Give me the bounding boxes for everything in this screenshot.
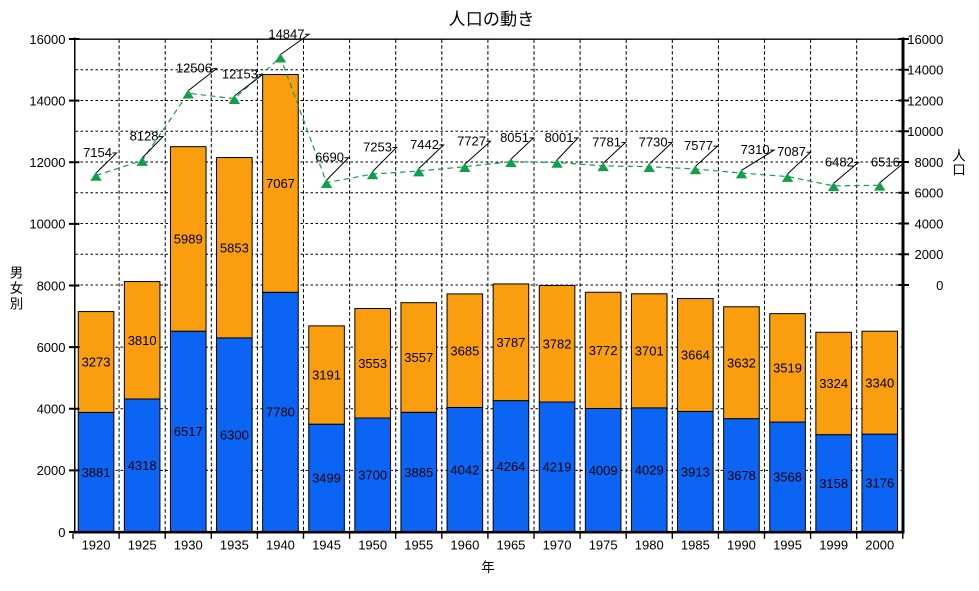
svg-text:10000: 10000 (29, 217, 65, 232)
svg-text:1950: 1950 (358, 538, 387, 553)
svg-text:7780: 7780 (266, 405, 295, 420)
svg-text:3678: 3678 (727, 468, 756, 483)
svg-text:1960: 1960 (450, 538, 479, 553)
svg-text:4318: 4318 (128, 458, 157, 473)
svg-text:7067: 7067 (266, 176, 295, 191)
svg-text:3701: 3701 (635, 343, 664, 358)
svg-text:0: 0 (58, 525, 65, 540)
svg-text:7727: 7727 (457, 133, 486, 148)
svg-text:1930: 1930 (174, 538, 203, 553)
svg-text:4264: 4264 (496, 459, 525, 474)
svg-text:4000: 4000 (914, 216, 943, 231)
svg-text:6300: 6300 (220, 428, 249, 443)
svg-text:8000: 8000 (914, 155, 943, 170)
svg-text:3519: 3519 (773, 360, 802, 375)
svg-text:1975: 1975 (589, 538, 618, 553)
svg-text:1999: 1999 (819, 538, 848, 553)
svg-text:1940: 1940 (266, 538, 295, 553)
svg-text:1995: 1995 (773, 538, 802, 553)
svg-text:6517: 6517 (174, 424, 203, 439)
svg-text:2000: 2000 (865, 538, 894, 553)
svg-text:男: 男 (10, 266, 24, 281)
svg-text:1985: 1985 (681, 538, 710, 553)
svg-text:3685: 3685 (450, 343, 479, 358)
svg-text:16000: 16000 (29, 32, 65, 47)
svg-text:12153: 12153 (222, 67, 258, 82)
svg-text:12000: 12000 (29, 155, 65, 170)
svg-text:4009: 4009 (589, 463, 618, 478)
svg-text:12000: 12000 (907, 93, 943, 108)
svg-text:4000: 4000 (37, 402, 66, 417)
svg-text:3881: 3881 (82, 465, 111, 480)
svg-text:8051: 8051 (500, 130, 529, 145)
svg-text:3885: 3885 (404, 465, 433, 480)
svg-text:3632: 3632 (727, 355, 756, 370)
svg-text:3324: 3324 (819, 376, 848, 391)
svg-text:6516: 6516 (871, 155, 900, 170)
svg-text:1945: 1945 (312, 538, 341, 553)
svg-text:4029: 4029 (635, 463, 664, 478)
svg-text:3810: 3810 (128, 333, 157, 348)
svg-text:7781: 7781 (592, 135, 621, 150)
svg-text:16000: 16000 (907, 32, 943, 47)
svg-text:1990: 1990 (727, 538, 756, 553)
svg-text:7087: 7087 (777, 144, 806, 159)
svg-text:3176: 3176 (865, 476, 894, 491)
svg-text:6000: 6000 (37, 340, 66, 355)
svg-text:7310: 7310 (741, 142, 770, 157)
svg-text:0: 0 (936, 278, 943, 293)
svg-text:3568: 3568 (773, 470, 802, 485)
svg-text:3913: 3913 (681, 464, 710, 479)
svg-text:7154: 7154 (83, 145, 112, 160)
svg-text:10000: 10000 (907, 124, 943, 139)
svg-text:3700: 3700 (358, 468, 387, 483)
svg-text:1980: 1980 (635, 538, 664, 553)
svg-text:3782: 3782 (543, 336, 572, 351)
svg-text:口: 口 (952, 163, 966, 178)
svg-text:8128: 8128 (130, 129, 159, 144)
svg-text:3273: 3273 (82, 355, 111, 370)
svg-text:1965: 1965 (496, 538, 525, 553)
svg-text:6482: 6482 (825, 155, 854, 170)
svg-text:1935: 1935 (220, 538, 249, 553)
svg-text:3772: 3772 (589, 343, 618, 358)
svg-text:6690: 6690 (315, 150, 344, 165)
svg-text:1970: 1970 (543, 538, 572, 553)
svg-text:3553: 3553 (358, 356, 387, 371)
svg-text:別: 別 (10, 297, 24, 312)
svg-text:3340: 3340 (865, 375, 894, 390)
svg-text:7730: 7730 (639, 135, 668, 150)
svg-text:3158: 3158 (819, 476, 848, 491)
svg-text:7442: 7442 (410, 137, 439, 152)
svg-text:3787: 3787 (496, 335, 525, 350)
svg-text:5853: 5853 (220, 240, 249, 255)
svg-text:12506: 12506 (176, 61, 212, 76)
svg-text:5989: 5989 (174, 232, 203, 247)
svg-text:7577: 7577 (684, 138, 713, 153)
svg-text:2000: 2000 (37, 463, 66, 478)
svg-text:1925: 1925 (128, 538, 157, 553)
svg-text:人口の動き: 人口の動き (449, 10, 535, 29)
svg-text:3191: 3191 (312, 368, 341, 383)
svg-text:4042: 4042 (450, 462, 479, 477)
svg-text:2000: 2000 (914, 247, 943, 262)
svg-text:8001: 8001 (545, 130, 574, 145)
svg-text:3499: 3499 (312, 471, 341, 486)
svg-text:3664: 3664 (681, 348, 710, 363)
svg-text:14000: 14000 (907, 63, 943, 78)
svg-text:8000: 8000 (37, 278, 66, 293)
svg-text:1955: 1955 (404, 538, 433, 553)
svg-text:人: 人 (952, 149, 966, 164)
svg-text:14000: 14000 (29, 93, 65, 108)
svg-text:年: 年 (481, 560, 495, 575)
svg-text:4219: 4219 (543, 460, 572, 475)
svg-text:1920: 1920 (82, 538, 111, 553)
svg-text:6000: 6000 (914, 186, 943, 201)
svg-text:女: 女 (10, 280, 24, 296)
svg-text:14847: 14847 (268, 26, 304, 41)
svg-text:7253: 7253 (363, 140, 392, 155)
svg-text:3557: 3557 (404, 350, 433, 365)
